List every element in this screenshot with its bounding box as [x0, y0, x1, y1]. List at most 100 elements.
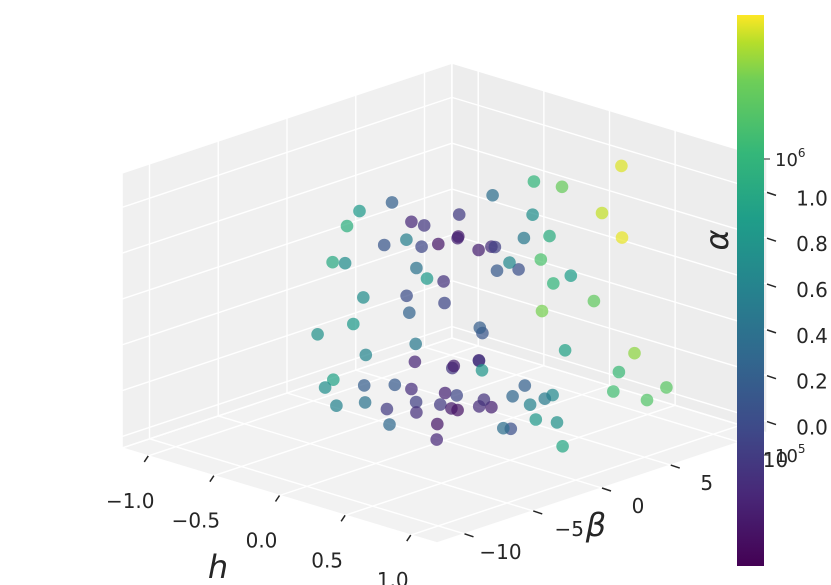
colorbar-tick-1e6: 106: [764, 146, 806, 171]
data-point: [340, 219, 354, 233]
data-point: [555, 180, 569, 194]
data-point: [473, 321, 487, 335]
axis-ticks: −1.0 −0.5 0.0 0.5 1.0 −10 −5 0 5 10 0.0 0.2 0.4 0.6 0.…: [106, 186, 828, 585]
data-point: [434, 398, 447, 411]
grid-z-back: [451, 142, 768, 239]
colorbar-tick-1e5: 105: [764, 442, 806, 467]
y-tick-label: −10: [479, 540, 521, 564]
data-point: [550, 416, 564, 429]
x-tick-mark: [406, 534, 412, 542]
data-point: [357, 379, 371, 392]
data-point: [477, 393, 491, 407]
grid-z-back: [451, 234, 768, 331]
data-point: [451, 231, 464, 245]
data-point: [430, 433, 444, 446]
grid-y-floor: [218, 415, 534, 512]
data-point: [420, 272, 434, 285]
data-point: [330, 399, 343, 413]
data-point: [615, 159, 628, 173]
y-tick-label: 0: [632, 494, 645, 518]
data-point: [357, 291, 370, 304]
data-point: [358, 396, 372, 409]
grid-z-left: [121, 188, 453, 300]
y-tick-label: −5: [555, 517, 584, 541]
data-point: [564, 269, 578, 283]
data-point: [388, 378, 402, 392]
y-tick-label: 10: [763, 448, 788, 472]
data-point: [326, 255, 339, 269]
x-tick-mark: [209, 475, 215, 483]
y-tick-mark: [601, 487, 612, 492]
svg-text:106: 106: [775, 146, 806, 171]
data-point: [556, 440, 569, 453]
data-point: [447, 359, 461, 373]
data-point: [385, 196, 399, 209]
data-point: [497, 421, 510, 435]
data-point: [595, 206, 609, 220]
x-tick-mark: [340, 514, 346, 522]
data-point: [517, 231, 531, 245]
data-point: [431, 417, 444, 431]
data-point: [475, 364, 489, 377]
data-point: [403, 306, 416, 320]
x-tick-label: 0.5: [311, 548, 343, 572]
x-axis-label: h: [208, 548, 228, 585]
svg-text:105: 105: [775, 442, 806, 467]
data-point: [547, 277, 560, 290]
y-tick-mark: [670, 464, 680, 469]
z-axis-label: α: [698, 229, 736, 250]
data-point: [534, 253, 548, 266]
data-point: [529, 413, 543, 426]
grid-z-left: [121, 96, 453, 209]
x-tick-label: 0.0: [246, 529, 278, 553]
grid-z-left: [121, 234, 453, 346]
data-point: [311, 328, 324, 341]
data-point: [347, 317, 360, 331]
data-point: [558, 344, 572, 357]
y-tick-label: 5: [700, 471, 713, 495]
z-tick-label: 0.2: [796, 370, 828, 394]
data-points: [311, 159, 673, 453]
data-point: [327, 373, 340, 387]
grid-z-back: [451, 188, 768, 285]
data-point: [490, 264, 504, 278]
grid-z-left: [121, 142, 453, 254]
data-point: [488, 240, 502, 254]
data-point: [437, 275, 450, 288]
data-point: [359, 348, 373, 362]
y-tick-mark: [533, 510, 543, 515]
data-point: [408, 355, 422, 369]
data-point: [452, 208, 466, 221]
z-tick-mark: [766, 237, 777, 242]
data-point: [338, 256, 352, 270]
data-point: [587, 294, 601, 308]
data-point: [415, 240, 428, 253]
data-point: [660, 381, 673, 394]
z-tick-mark: [766, 420, 777, 426]
data-point: [410, 261, 423, 275]
data-point: [383, 418, 396, 431]
z-tick-label: 1.0: [796, 186, 828, 210]
data-point: [523, 398, 537, 412]
data-point: [486, 189, 499, 202]
data-point: [640, 393, 654, 407]
z-tick-mark: [766, 283, 777, 288]
data-point: [405, 215, 418, 229]
data-point: [400, 233, 413, 246]
data-point: [380, 402, 394, 416]
data-point: [612, 365, 626, 379]
data-point: [318, 381, 332, 394]
grid-z-back: [451, 280, 768, 377]
data-point: [543, 229, 556, 243]
data-point: [450, 389, 464, 402]
colorbar: [737, 15, 764, 566]
grid-z-back: [451, 325, 768, 423]
data-point: [438, 386, 452, 400]
data-point: [503, 256, 516, 269]
z-tick-label: 0.0: [796, 416, 828, 440]
z-tick-label: 0.4: [796, 324, 828, 348]
data-point: [377, 238, 391, 252]
data-point: [615, 231, 629, 244]
data-point: [535, 304, 549, 318]
